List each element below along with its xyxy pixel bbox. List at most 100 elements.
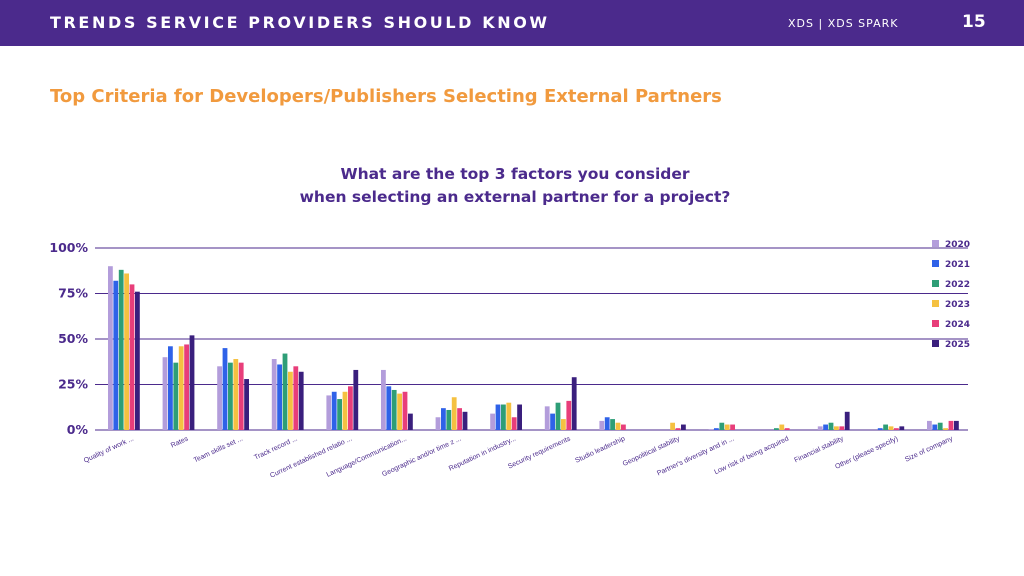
header-title: TRENDS SERVICE PROVIDERS SHOULD KNOW	[50, 13, 550, 32]
bar-2022-4	[337, 399, 342, 430]
legend-swatch-2024	[932, 320, 939, 327]
y-tick-label-50: 50%	[58, 331, 88, 346]
bar-2022-14	[883, 424, 888, 430]
y-tick-label-75: 75%	[58, 286, 88, 301]
bar-2021-6	[441, 408, 446, 430]
slide-header: TRENDS SERVICE PROVIDERS SHOULD KNOW XDS…	[0, 0, 1024, 46]
bar-2025-3	[298, 371, 304, 430]
bar-2022-8	[555, 402, 561, 430]
legend-swatch-2025	[932, 340, 939, 347]
x-tick-label-2: Team skills set ...	[193, 435, 244, 464]
bar-2020-13	[817, 426, 823, 430]
bar-2020-3	[271, 359, 277, 430]
bar-2025-8	[571, 377, 577, 430]
legend-swatch-2022	[932, 280, 939, 287]
slide-title: Top Criteria for Developers/Publishers S…	[50, 86, 722, 107]
bar-2023-5	[397, 393, 402, 430]
bar-2024-11	[730, 424, 735, 430]
bar-2021-5	[386, 386, 392, 430]
bar-2024-7	[511, 417, 517, 430]
bar-2023-12	[779, 424, 785, 430]
bar-2022-13	[828, 422, 834, 430]
bar-2023-3	[288, 371, 293, 430]
bar-2024-13	[839, 426, 845, 430]
x-tick-label-13: Financial stability	[793, 435, 845, 464]
bar-2021-8	[550, 413, 555, 430]
legend-label-2024: 2024	[945, 320, 970, 330]
bar-2021-7	[495, 404, 501, 430]
bar-2025-14	[899, 426, 905, 430]
bar-2025-6	[462, 411, 468, 430]
bar-2024-12	[784, 428, 790, 430]
legend-swatch-2021	[932, 260, 939, 267]
bar-2025-2	[244, 379, 249, 430]
legend-swatch-2020	[932, 240, 939, 247]
legend-label-2025: 2025	[945, 340, 970, 350]
bar-2023-14	[888, 426, 894, 430]
x-tick-label-3: Track record ...	[253, 435, 298, 461]
bar-2022-5	[391, 389, 397, 430]
bar-2021-13	[823, 424, 828, 430]
bar-2021-9	[604, 417, 610, 430]
bar-2022-0	[118, 269, 124, 430]
x-tick-label-9: Studio leadership	[574, 435, 626, 464]
bar-2025-4	[353, 369, 359, 430]
bar-2022-11	[719, 422, 725, 430]
bar-2020-5	[381, 369, 386, 430]
legend-label-2021: 2021	[945, 260, 970, 270]
bar-2023-15	[943, 428, 948, 430]
bar-2023-10	[670, 422, 675, 430]
bar-2022-9	[610, 419, 615, 430]
bar-2020-8	[544, 406, 550, 430]
bar-2025-10	[681, 424, 686, 430]
bar-2025-5	[408, 413, 413, 430]
bar-2022-1	[173, 362, 179, 430]
bar-2024-1	[184, 344, 189, 430]
chart-title-line-2: when selecting an external partner for a…	[299, 188, 731, 206]
bar-2021-0	[113, 280, 119, 430]
bar-2024-0	[129, 284, 135, 430]
bar-2024-6	[457, 408, 462, 430]
bar-2024-5	[402, 391, 408, 430]
bar-2020-9	[599, 420, 605, 430]
bar-2023-1	[178, 346, 184, 430]
bar-2020-6	[435, 417, 441, 430]
bar-2023-6	[451, 397, 457, 430]
bar-2024-3	[293, 366, 299, 430]
bar-2022-7	[501, 404, 506, 430]
bar-2025-7	[517, 404, 522, 430]
bar-2020-4	[326, 395, 332, 430]
bar-2023-4	[342, 391, 348, 430]
bar-2021-2	[222, 348, 228, 430]
bar-2022-3	[282, 353, 288, 430]
bar-2020-15	[927, 420, 932, 430]
bar-2021-14	[877, 428, 883, 430]
bar-2022-2	[228, 362, 233, 430]
bar-2023-2	[233, 359, 239, 430]
page-number: 15	[962, 12, 986, 32]
bar-2021-15	[932, 424, 938, 430]
bar-2023-8	[561, 419, 566, 430]
bar-2025-0	[135, 291, 140, 430]
legend-label-2020: 2020	[945, 240, 970, 250]
bar-2022-6	[446, 409, 452, 430]
bar-2022-15	[937, 422, 943, 430]
bar-2020-2	[217, 366, 222, 430]
bar-2020-0	[108, 266, 113, 430]
bar-2024-4	[348, 386, 353, 430]
legend-swatch-2023	[932, 300, 939, 307]
bar-2024-15	[948, 420, 954, 430]
bar-2024-9	[621, 424, 626, 430]
x-tick-label-8: Security requirements	[507, 435, 572, 470]
bar-2021-4	[331, 391, 337, 430]
bar-2025-15	[954, 420, 959, 430]
chart-title-line-1: What are the top 3 factors you consider	[340, 165, 690, 183]
bar-2021-11	[714, 428, 719, 430]
bar-2023-13	[834, 426, 839, 430]
bar-2021-3	[277, 364, 282, 430]
header-brand: XDS | XDS SPARK	[788, 17, 899, 30]
bar-2022-12	[774, 428, 779, 430]
x-tick-label-0: Quality of work ...	[83, 435, 135, 464]
bar-2025-13	[844, 411, 850, 430]
